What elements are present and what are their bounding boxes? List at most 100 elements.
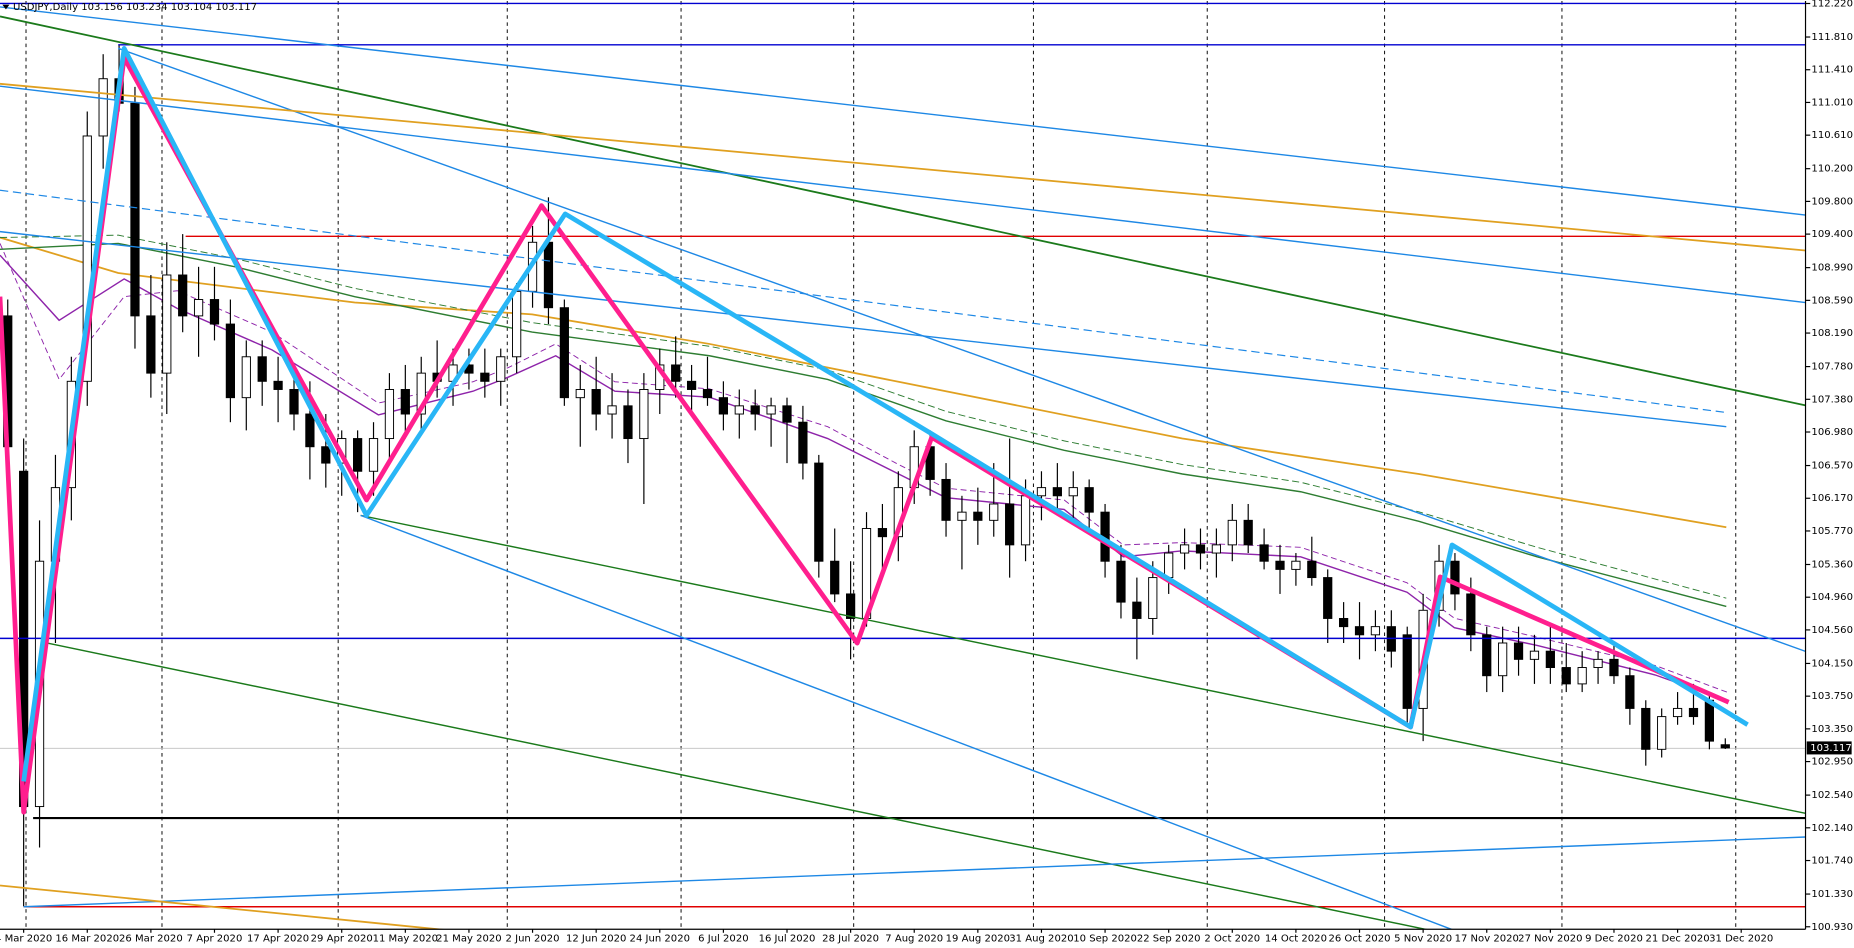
candle-body xyxy=(782,405,792,423)
candle-body xyxy=(973,511,983,521)
y-tick-label: 106.980 xyxy=(1811,427,1853,438)
candle-body xyxy=(1132,601,1142,619)
x-tick-label: 9 Dec 2020 xyxy=(1585,934,1643,945)
x-tick-label: 19 Aug 2020 xyxy=(946,934,1010,945)
candle-body xyxy=(1625,675,1635,709)
candle-body xyxy=(591,389,601,415)
y-tick-label: 112.220 xyxy=(1811,0,1853,9)
candle-body xyxy=(1227,519,1237,546)
candle-body xyxy=(846,593,856,619)
candle-body xyxy=(368,438,379,472)
candle-body xyxy=(718,397,729,415)
candle-body xyxy=(1688,707,1699,718)
candle-body xyxy=(1370,626,1381,636)
candle-body xyxy=(1116,560,1126,603)
candle-body xyxy=(559,307,569,399)
x-tick-label: 7 Aug 2020 xyxy=(885,934,943,945)
x-tick-label: 22 Sep 2020 xyxy=(1137,934,1201,945)
candle-body xyxy=(273,380,283,390)
x-tick-label: 4 Mar 2020 xyxy=(0,934,52,945)
candles xyxy=(3,44,1730,907)
x-tick-label: 10 Sep 2020 xyxy=(1073,934,1137,945)
candle-body xyxy=(241,356,251,399)
x-tick-label: 17 Apr 2020 xyxy=(247,934,309,945)
candle-body xyxy=(1068,487,1078,497)
candle-body xyxy=(1450,560,1460,595)
y-tick-label: 104.960 xyxy=(1811,592,1853,603)
candle-body xyxy=(1195,544,1206,554)
y-tick-label: 108.990 xyxy=(1811,263,1853,274)
x-tick-label: 29 Apr 2020 xyxy=(311,934,373,945)
candle-body xyxy=(384,389,395,440)
candle-body xyxy=(750,405,760,415)
candle-body xyxy=(702,389,713,399)
x-tick-label: 21 Dec 2020 xyxy=(1645,934,1709,945)
collapse-icon[interactable] xyxy=(2,4,10,10)
candle-body xyxy=(1657,716,1667,750)
candle-body xyxy=(209,299,220,325)
last-price-label: 103.117 xyxy=(1810,743,1852,754)
x-tick-label: 16 Mar 2020 xyxy=(55,934,119,945)
candle-body xyxy=(353,438,363,472)
x-tick-label: 26 Oct 2020 xyxy=(1328,934,1390,945)
candle-body xyxy=(193,299,204,317)
candle-body xyxy=(496,356,506,382)
candle-body xyxy=(1593,658,1603,669)
candle-body xyxy=(1466,593,1476,636)
x-tick-label: 21 May 2020 xyxy=(436,934,502,945)
candle-body xyxy=(1259,544,1269,562)
candle-body xyxy=(82,135,92,382)
x-tick-label: 2 Oct 2020 xyxy=(1204,934,1260,945)
x-tick-label: 31 Dec 2020 xyxy=(1709,934,1773,945)
y-tick-label: 100.930 xyxy=(1811,922,1853,933)
candle-body xyxy=(1720,744,1730,749)
y-tick-label: 107.380 xyxy=(1811,394,1853,405)
candle-body xyxy=(671,364,681,382)
x-tick-label: 31 Aug 2020 xyxy=(1009,934,1073,945)
candle-body xyxy=(1084,487,1094,513)
candle-body xyxy=(814,462,824,562)
x-tick-label: 12 Jun 2020 xyxy=(566,934,626,945)
candle-body xyxy=(1211,544,1222,554)
y-tick-label: 106.570 xyxy=(1811,461,1853,472)
y-tick-label: 108.190 xyxy=(1811,328,1853,339)
candle-body xyxy=(941,478,951,521)
candle-body xyxy=(98,78,108,137)
price-axis-bg xyxy=(1805,1,1854,947)
candle-body xyxy=(766,405,776,415)
candle-body xyxy=(1545,650,1555,669)
candle-body xyxy=(1179,544,1190,554)
y-tick-label: 108.590 xyxy=(1811,295,1853,306)
y-tick-label: 105.770 xyxy=(1811,526,1853,537)
candle-body xyxy=(686,380,697,390)
candle-body xyxy=(257,356,267,382)
candle-body xyxy=(146,315,156,374)
y-tick-label: 110.610 xyxy=(1811,130,1853,141)
candle-body xyxy=(830,560,840,595)
candle-body xyxy=(1561,667,1571,685)
x-tick-label: 27 Nov 2020 xyxy=(1518,934,1582,945)
candle-body xyxy=(1005,503,1015,546)
y-tick-label: 111.810 xyxy=(1811,32,1853,43)
y-tick-label: 106.170 xyxy=(1811,493,1853,504)
candle-body xyxy=(1577,667,1587,685)
candle-body xyxy=(1036,487,1047,497)
candle-body xyxy=(877,528,888,538)
candle-body xyxy=(130,102,140,317)
x-tick-label: 16 Jul 2020 xyxy=(759,934,816,945)
y-tick-label: 110.200 xyxy=(1811,164,1853,175)
y-tick-label: 104.560 xyxy=(1811,625,1853,636)
candle-body xyxy=(416,372,426,415)
trendlines xyxy=(0,2,1806,932)
candle-body xyxy=(1164,552,1174,579)
x-tick-label: 7 Apr 2020 xyxy=(187,934,243,945)
candle-body xyxy=(575,389,585,399)
candle-body xyxy=(1291,560,1301,570)
y-tick-label: 109.800 xyxy=(1811,196,1853,207)
y-tick-label: 103.750 xyxy=(1811,691,1853,702)
candle-body xyxy=(289,389,299,415)
x-tick-label: 24 Jun 2020 xyxy=(630,934,690,945)
candle-body xyxy=(1482,634,1492,677)
candle-body xyxy=(1402,634,1412,709)
